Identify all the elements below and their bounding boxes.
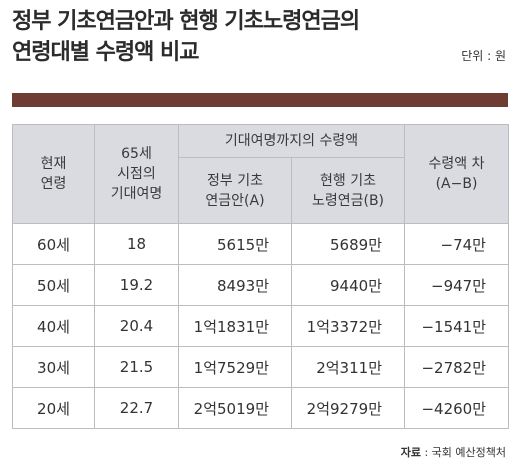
cell-diff: −4260만 bbox=[404, 387, 509, 429]
title-line-1: 정부 기초연금안과 현행 기초노령연금의 bbox=[12, 9, 360, 34]
table-row: 60세 18 5615만 5689만 −74만 bbox=[12, 223, 509, 265]
table-row: 20세 22.7 2억5019만 2억9279만 −4260만 bbox=[12, 387, 509, 429]
header-age: 현재 연령 bbox=[12, 124, 95, 224]
cell-age: 20세 bbox=[12, 387, 95, 429]
cell-gov: 1억1831만 bbox=[178, 305, 292, 347]
cell-diff: −1541만 bbox=[404, 305, 509, 347]
cell-age: 50세 bbox=[12, 264, 95, 306]
source-note: 자료 : 국회 예산정책처 bbox=[401, 444, 506, 460]
table-row: 30세 21.5 1억7529만 2억311만 −2782만 bbox=[12, 346, 509, 388]
cell-life: 21.5 bbox=[94, 346, 179, 388]
page-title: 정부 기초연금안과 현행 기초노령연금의 연령대별 수령액 비교 bbox=[12, 6, 360, 68]
cell-cur: 5689만 bbox=[291, 223, 405, 265]
cell-gov: 2억5019만 bbox=[178, 387, 292, 429]
header-life-expectancy: 65세 시점의 기대여명 bbox=[94, 124, 179, 224]
cell-life: 20.4 bbox=[94, 305, 179, 347]
source-text: : 국회 예산정책처 bbox=[420, 446, 506, 459]
cell-life: 22.7 bbox=[94, 387, 179, 429]
divider-bar bbox=[12, 93, 508, 107]
table-row: 50세 19.2 8493만 9440만 −947만 bbox=[12, 264, 509, 306]
header-current-pension: 현행 기초 노령연금(B) bbox=[291, 157, 405, 224]
cell-diff: −947만 bbox=[404, 264, 509, 306]
cell-diff: −2782만 bbox=[404, 346, 509, 388]
cell-cur: 9440만 bbox=[291, 264, 405, 306]
cell-gov: 8493만 bbox=[178, 264, 292, 306]
cell-diff: −74만 bbox=[404, 223, 509, 265]
cell-life: 18 bbox=[94, 223, 179, 265]
cell-age: 60세 bbox=[12, 223, 95, 265]
cell-age: 30세 bbox=[12, 346, 95, 388]
header-group-amount: 기대여명까지의 수령액 bbox=[178, 124, 405, 158]
cell-cur: 2억9279만 bbox=[291, 387, 405, 429]
cell-cur: 1억3372만 bbox=[291, 305, 405, 347]
cell-cur: 2억311만 bbox=[291, 346, 405, 388]
cell-gov: 5615만 bbox=[178, 223, 292, 265]
cell-life: 19.2 bbox=[94, 264, 179, 306]
header-difference: 수령액 차 (A−B) bbox=[404, 124, 509, 224]
cell-age: 40세 bbox=[12, 305, 95, 347]
source-label: 자료 bbox=[400, 446, 421, 459]
comparison-table: 현재 연령 65세 시점의 기대여명 기대여명까지의 수령액 수령액 차 (A−… bbox=[12, 124, 509, 429]
title-line-2: 연령대별 수령액 비교 bbox=[12, 40, 199, 65]
cell-gov: 1억7529만 bbox=[178, 346, 292, 388]
unit-label: 단위 : 원 bbox=[461, 49, 506, 63]
header-gov-plan: 정부 기초 연금안(A) bbox=[178, 157, 292, 224]
table-row: 40세 20.4 1억1831만 1억3372만 −1541만 bbox=[12, 305, 509, 347]
